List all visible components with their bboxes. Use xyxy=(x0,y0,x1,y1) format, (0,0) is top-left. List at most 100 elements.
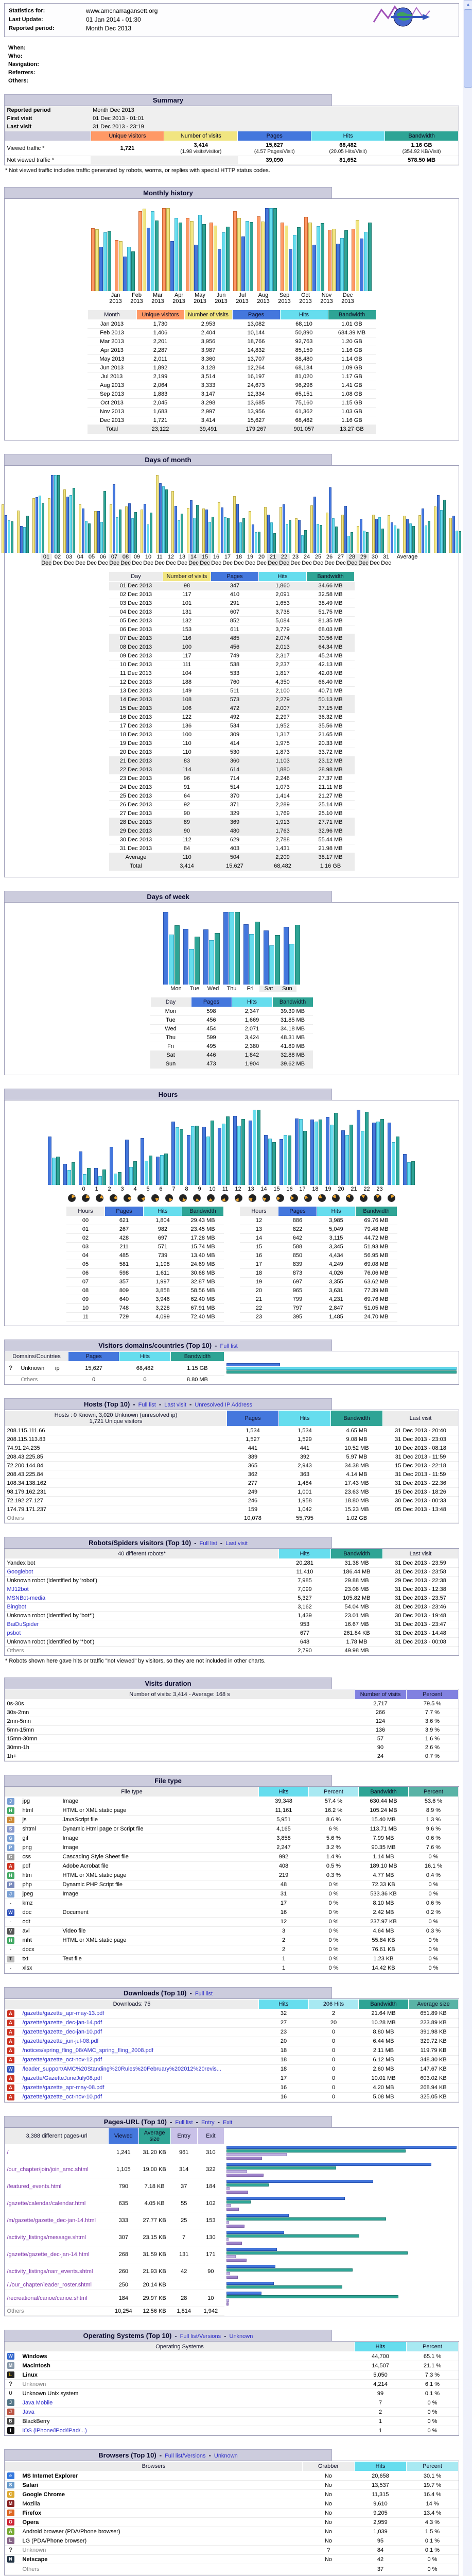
bar xyxy=(170,241,174,291)
bandwidth-percent-cell: 0.6 % xyxy=(408,1899,459,1908)
last-visit-cell: 31 Dec 2013 - 22:36 xyxy=(382,1479,459,1488)
host-cell: Others xyxy=(5,1514,227,1523)
download-link[interactable]: /gazette/gazette_oct-nov-10.pdf xyxy=(22,2094,102,2100)
download-link[interactable]: /gazette/gazette_jun-jul-08.pdf xyxy=(22,2038,99,2044)
bar xyxy=(183,929,188,985)
os-title-link[interactable]: Full list/Versions xyxy=(180,2333,221,2340)
bar xyxy=(103,491,106,553)
vertical-scrollbar[interactable]: ▲ ▼ xyxy=(463,0,472,2576)
bandwidth-cell: 1.23 KB xyxy=(358,1954,409,1964)
col-hits: Hits xyxy=(258,571,307,582)
page-url-link[interactable]: /our_chapter/join/join_amc.shtml xyxy=(7,2166,89,2173)
download-link[interactable]: /gazette/gazette_apr-may-08.pdf xyxy=(22,2084,104,2091)
col-hits: Hits xyxy=(143,1206,182,1216)
hits-206-cell: 0 xyxy=(308,2027,359,2037)
download-link[interactable]: /gazette/GazetteJuneJuly08.pdf xyxy=(22,2075,102,2081)
table-row: 21 799 4,231 69.76 MB xyxy=(239,1295,397,1304)
description-cell: Image xyxy=(60,1797,259,1806)
hosts-title-link[interactable]: Full list xyxy=(138,1401,156,1408)
hits-cell: 982 xyxy=(143,1225,182,1234)
browsers-title-link[interactable]: Full list/Versions xyxy=(165,2453,206,2459)
scroll-up-button[interactable]: ▲ xyxy=(464,0,472,9)
bar xyxy=(321,223,324,291)
bar xyxy=(452,516,455,553)
page-url-link[interactable]: /recreational/canoe/canoe.shtml xyxy=(7,2295,88,2301)
chart-bar-group xyxy=(233,1116,246,1185)
table-row: 18 873 4,026 76.06 MB xyxy=(239,1268,397,1278)
page-url-link[interactable]: /activity_listings/narr_events.shtml xyxy=(7,2268,93,2275)
viewed-cell: 307 xyxy=(108,2229,139,2246)
hits-cell: 441 xyxy=(278,1444,331,1453)
page-url-link[interactable]: /activity_listings/message.shtml xyxy=(7,2234,86,2241)
col-pages: Pages xyxy=(226,1410,279,1427)
download-link[interactable]: /gazette/gazette_oct-nov-12.pdf xyxy=(22,2057,102,2063)
page-url-link[interactable]: /gazette/calendar/calendar.html xyxy=(7,2200,86,2207)
bar xyxy=(328,230,331,291)
page-url-link[interactable]: / xyxy=(7,2149,9,2156)
chart-bar-group xyxy=(187,500,199,553)
hosts-title-link[interactable]: Unresolved IP Address xyxy=(195,1401,253,1408)
bar xyxy=(202,224,206,291)
hits-cell: 408 xyxy=(258,1861,309,1871)
bar xyxy=(203,929,208,985)
bar xyxy=(239,522,242,553)
pages-cell: 428 xyxy=(104,1233,144,1243)
table-row: 31 Dec 2013 84 403 1,431 21.98 MB xyxy=(109,844,355,853)
page-url-link[interactable]: /gazette/gazette_dec-jan-14.html xyxy=(7,2251,90,2258)
hits-cell: 1,534 xyxy=(278,1426,331,1435)
hour-cell: 22 xyxy=(239,1303,278,1313)
table-row: 06 Dec 2013 153 611 3,779 68.03 MB xyxy=(109,625,355,634)
bar xyxy=(226,2224,244,2228)
page-url-link[interactable]: /./our_chapter/leader_roster.shtml xyxy=(7,2282,92,2288)
bar xyxy=(226,2204,231,2207)
download-link[interactable]: /notices/spring_fling_08/AMC_spring_flin… xyxy=(22,2047,153,2054)
full-list-link[interactable]: Full list xyxy=(220,1343,238,1349)
pages-cell: 13,082 xyxy=(232,319,280,329)
viewed-pages: 15,627 xyxy=(266,142,284,148)
percent-cell: 30.1 % xyxy=(406,2471,459,2481)
download-link[interactable]: /gazette/gazette_dec-jan-10.pdf xyxy=(22,2029,102,2035)
bar xyxy=(288,1136,291,1185)
robots-title-link[interactable]: Full list xyxy=(199,1540,217,1547)
download-link[interactable]: /gazette/gazette_apr-may-13.pdf xyxy=(22,2010,104,2016)
hits-cell: 5,951 xyxy=(258,1815,309,1825)
scrollbar-thumb[interactable] xyxy=(464,9,472,88)
bar xyxy=(39,496,41,553)
entry-cell: 314 xyxy=(170,2161,198,2178)
hits-cell: 3,355 xyxy=(317,1277,356,1286)
table-row: W /leader_support/AMC%20Standing%20Rules… xyxy=(5,2064,459,2074)
page-url-link[interactable]: /m/gazette/gazette_dec-jan-14.html xyxy=(7,2217,96,2224)
pages-title-link[interactable]: Entry xyxy=(201,2119,215,2126)
pages-title-link[interactable]: Exit xyxy=(222,2119,233,2126)
page-url-link[interactable]: /featured_events.html xyxy=(7,2183,62,2190)
entry-cell: 1,814 xyxy=(170,2307,198,2316)
x-axis-label: 30 Dec xyxy=(370,554,380,566)
page-url-link[interactable]: Others xyxy=(7,2308,24,2314)
table-row: 05 Dec 2013 132 852 5,084 81.35 MB xyxy=(109,616,355,625)
visits-cell: 110 xyxy=(163,748,211,757)
os-title-link[interactable]: Unknown xyxy=(229,2333,253,2340)
robots-title-link[interactable]: Last visit xyxy=(225,1540,248,1547)
hits-cell: 3,115 xyxy=(317,1233,356,1243)
bandwidth-cell: 44.72 MB xyxy=(355,1233,397,1243)
browser-name: Unknown xyxy=(22,2547,46,2553)
col-unique-visitors: Unique visitors xyxy=(90,131,165,141)
table-row: 16 Dec 2013 122 492 2,297 36.32 MB xyxy=(109,713,355,722)
hosts-title-link[interactable]: Last visit xyxy=(164,1401,186,1408)
file-type-icon: A xyxy=(7,2093,14,2100)
hits-cell: 68,482 xyxy=(119,1361,171,1376)
chart-bar-group xyxy=(233,211,254,291)
hour-clock-icon xyxy=(193,1194,201,1202)
download-link[interactable]: /leader_support/AMC%20Standing%20Rules%2… xyxy=(22,2066,221,2072)
table-row: H htm HTML or XML static page 219 0.3 % … xyxy=(5,1871,459,1880)
bar xyxy=(223,912,229,985)
browsers-title-link[interactable]: Unknown xyxy=(214,2453,238,2459)
pages-title-link[interactable]: Full list xyxy=(175,2119,193,2126)
bar xyxy=(246,221,249,291)
bandwidth-cell: 38.49 MB xyxy=(306,599,355,608)
table-row: Others 37 0 % xyxy=(5,2564,459,2575)
full-list-link[interactable]: Full list xyxy=(195,1990,213,1997)
download-link[interactable]: /gazette/gazette_dec-jan-14.pdf xyxy=(22,2020,102,2026)
bandwidth-cell: 1.02 GB xyxy=(330,1514,383,1523)
table-row: 98.179.162.231 249 1,001 23.63 MB 15 Dec… xyxy=(5,1487,459,1497)
